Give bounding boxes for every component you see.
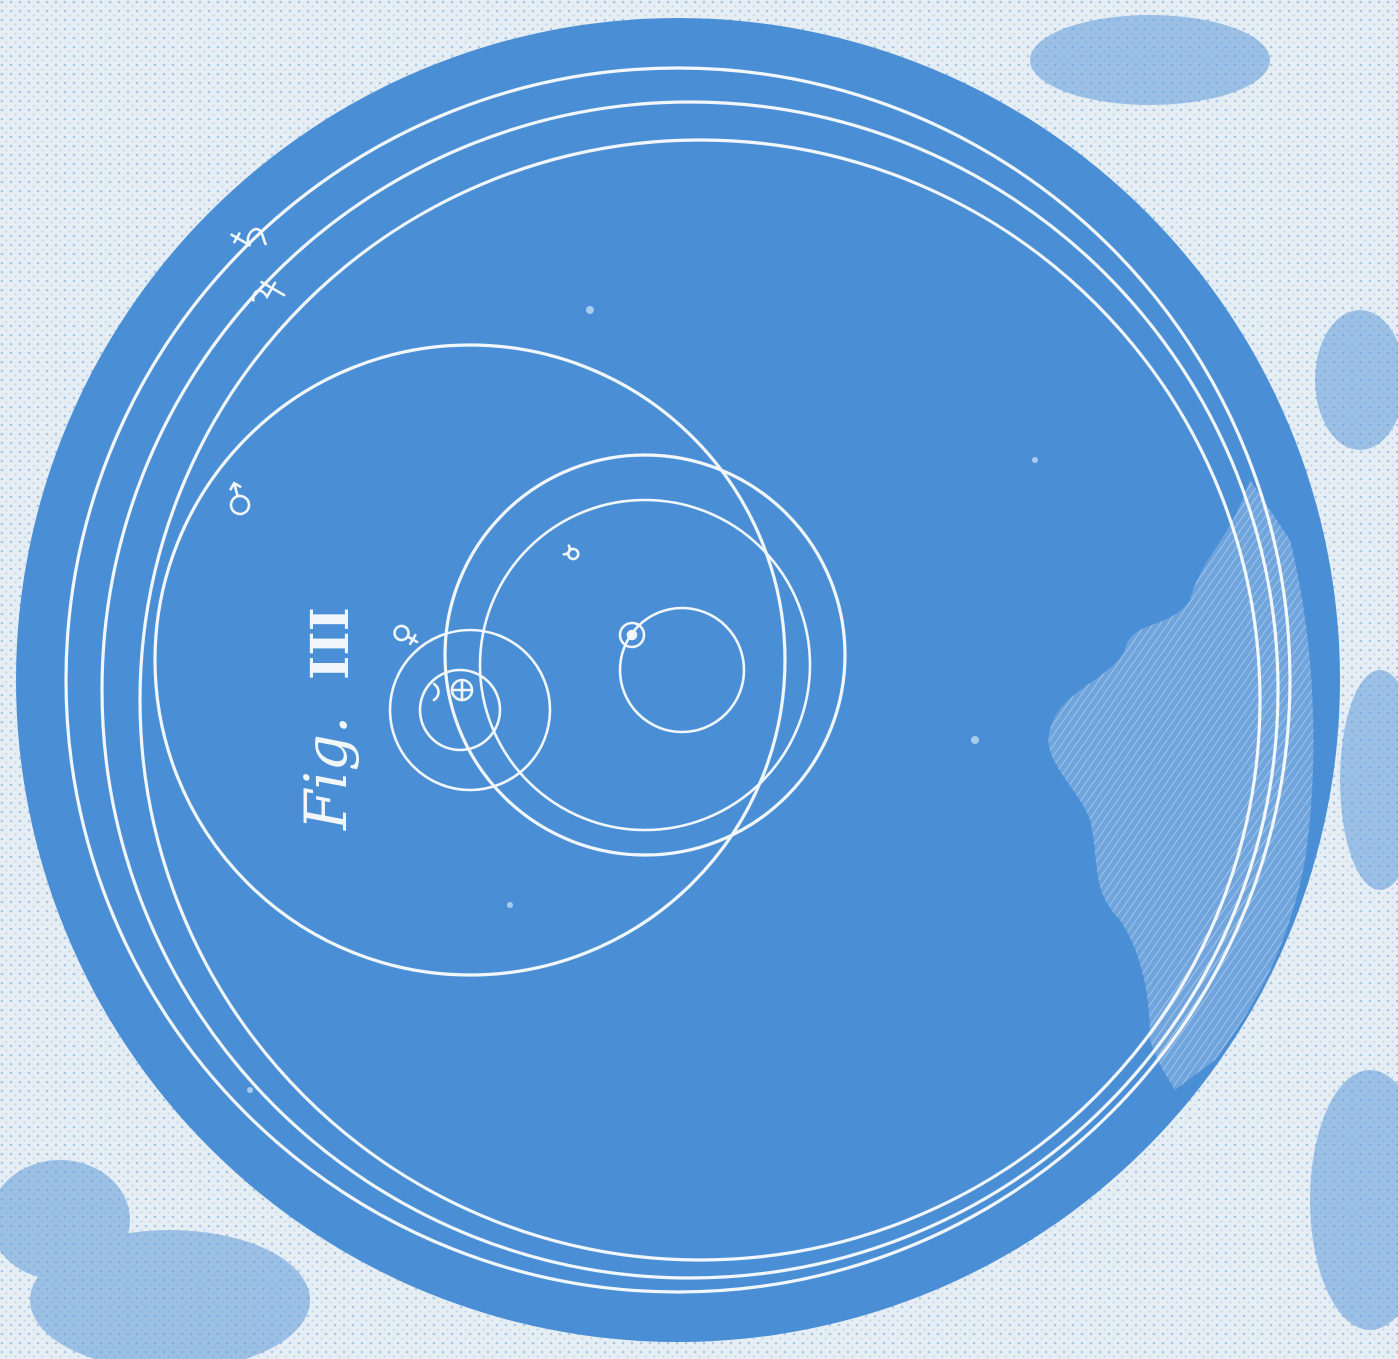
sun-symbol <box>618 621 646 649</box>
earth-symbol <box>450 678 474 702</box>
orbit-outer-3 <box>138 138 1262 1262</box>
orbit-outer-1 <box>64 66 1292 1294</box>
figure-label-script: Fig. <box>292 716 360 831</box>
jupiter-symbol <box>252 280 286 302</box>
figure-label: Fig. III <box>292 607 361 831</box>
orbit-mars <box>153 343 787 977</box>
celestial-disc <box>16 18 1340 1342</box>
worn-patch-hatching <box>1048 480 1314 1090</box>
orbit-moon <box>388 628 552 792</box>
cloud-ornaments <box>0 15 1398 1359</box>
orbit-mercury <box>618 606 746 734</box>
venus-symbol <box>393 624 419 646</box>
cloud-right <box>1340 670 1398 890</box>
cloud-upper-right <box>1315 310 1398 450</box>
saturn-symbol <box>230 227 267 247</box>
star-speck <box>971 736 979 744</box>
star-speck <box>586 306 594 314</box>
figure-label-numeral: III <box>300 607 361 680</box>
mercury-symbol <box>562 544 580 561</box>
orbit-outer-2 <box>100 100 1280 1280</box>
star-speck <box>247 1087 253 1093</box>
mars-symbol <box>229 481 251 516</box>
orbit-sun <box>443 453 847 857</box>
orbit-moon-inner <box>418 668 502 752</box>
star-speck <box>1032 457 1038 463</box>
cloud-left <box>0 1160 130 1280</box>
cloud-top-right <box>1030 15 1270 105</box>
star-speck <box>507 902 513 908</box>
star-specks <box>247 306 1038 1093</box>
cloud-bottom-right <box>1310 1070 1398 1330</box>
moon-symbol <box>432 682 440 702</box>
orbit-venus <box>478 498 812 832</box>
